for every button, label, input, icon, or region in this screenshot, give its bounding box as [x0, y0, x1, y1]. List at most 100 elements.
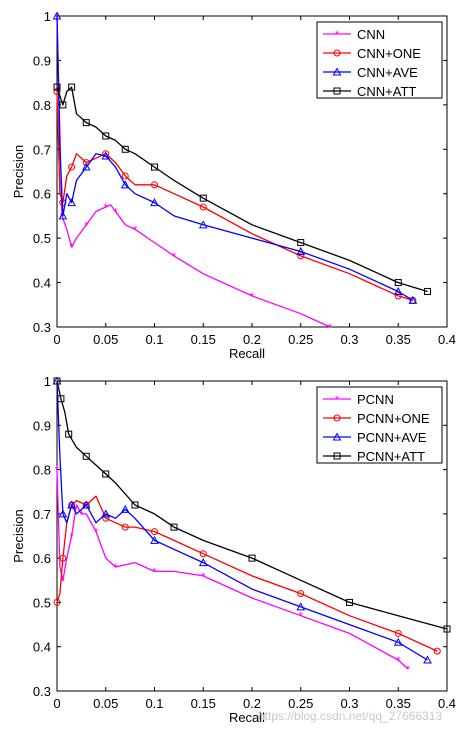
- data-point: [101, 151, 111, 160]
- y-tick-label: 0.8: [33, 463, 51, 478]
- x-tick-label: 0.4: [438, 696, 456, 711]
- legend-marker: [332, 432, 342, 441]
- legend-box: [316, 386, 443, 464]
- data-point: [120, 180, 130, 189]
- data-point: [297, 239, 305, 247]
- series-line: [56, 380, 428, 661]
- legend-label: CNN+AVE: [357, 65, 418, 80]
- legend: * CNN CNN+ONE CNN+AVE CNN+ATT: [316, 21, 443, 99]
- series-line: [56, 15, 331, 328]
- y-tick-label: 0.3: [33, 684, 51, 699]
- data-point: *: [152, 566, 157, 578]
- x-tick-label: 0.2: [243, 696, 261, 711]
- series-line: [56, 91, 414, 301]
- y-tick-label: 1: [44, 9, 51, 24]
- x-tick-label: 0.35: [386, 332, 411, 347]
- data-point: *: [69, 242, 74, 254]
- legend-marker: *: [335, 394, 340, 406]
- data-point: [433, 647, 441, 655]
- x-tick-label: 0.15: [191, 696, 216, 711]
- data-point: [53, 83, 61, 91]
- y-tick-label: 0.6: [33, 187, 51, 202]
- data-point: [199, 550, 207, 558]
- data-point: [150, 535, 159, 544]
- legend: * PCNN PCNN+ONE PCNN+AVE PCNN+ATT: [316, 386, 443, 464]
- data-point: [68, 163, 76, 171]
- data-point: [297, 590, 305, 598]
- data-point: [296, 602, 306, 611]
- x-tick-label: 0.1: [145, 696, 163, 711]
- series-line: [56, 380, 448, 630]
- series-cnn-ave: [52, 11, 418, 304]
- data-point: [199, 194, 207, 202]
- y-tick-label: 0.5: [33, 595, 51, 610]
- data-point: [394, 279, 402, 287]
- data-point: [121, 523, 129, 531]
- data-point: [198, 558, 208, 567]
- x-tick-label: 0.1: [145, 332, 163, 347]
- data-point: *: [60, 211, 65, 223]
- data-point: *: [406, 664, 411, 676]
- y-tick-label: 0.4: [33, 276, 51, 291]
- data-point: [121, 172, 129, 180]
- data-point: [57, 395, 65, 403]
- data-point: *: [69, 531, 74, 543]
- data-point: *: [84, 220, 89, 232]
- series-pcnn: * * * * * * * * * * *: [55, 465, 411, 676]
- data-point: *: [250, 291, 255, 303]
- series-line: [56, 15, 414, 301]
- x-tick-label: 0.05: [93, 696, 118, 711]
- data-point: *: [113, 206, 118, 218]
- series-cnn-att: [53, 83, 431, 295]
- y-tick-label: 0.8: [33, 98, 51, 113]
- data-point: [58, 211, 68, 220]
- series-cnn-one: [53, 88, 417, 304]
- data-point: *: [133, 224, 138, 236]
- data-point: [67, 500, 76, 509]
- data-point: *: [328, 322, 333, 334]
- series-pcnn-ave: [52, 376, 432, 664]
- data-point: [151, 181, 158, 189]
- x-tick-label: 0.3: [340, 696, 358, 711]
- x-tick-label: 0: [53, 696, 60, 711]
- chart-pcnn: 0 0.05 0.1 0.15 0.2 0.25 0.3 0.35 0.4 0.3 0.4 0.5 0.…: [11, 374, 456, 725]
- watermark-text: https://blog.csdn.net/qq_27666313: [258, 709, 443, 723]
- legend-marker: *: [335, 29, 340, 41]
- data-point: [394, 629, 402, 637]
- legend-marker: [332, 67, 342, 76]
- data-point: [346, 598, 353, 606]
- data-point: *: [299, 611, 304, 623]
- data-point: [151, 528, 158, 536]
- legend-marker: [333, 452, 341, 460]
- data-point: *: [201, 571, 206, 583]
- x-tick-label: 0.4: [438, 332, 456, 347]
- data-point: [170, 523, 178, 531]
- legend-label: PCNN+ONE: [357, 411, 430, 426]
- legend-label: CNN: [357, 27, 385, 42]
- data-point: [65, 430, 73, 438]
- x-axis-label: Recall: [229, 346, 265, 361]
- data-point: [150, 198, 159, 207]
- y-tick-label: 0.7: [33, 142, 51, 157]
- legend-label: PCNN: [357, 392, 394, 407]
- x-tick-label: 0.05: [93, 332, 118, 347]
- data-point: [394, 292, 402, 300]
- y-tick-label: 1: [44, 374, 51, 389]
- data-point: [408, 295, 418, 304]
- data-point: [198, 220, 208, 229]
- data-point: *: [396, 655, 401, 667]
- x-tick-label: 0: [53, 332, 60, 347]
- data-point: [393, 637, 403, 646]
- data-point: [248, 554, 256, 562]
- data-point: [53, 598, 61, 606]
- data-point: [199, 203, 207, 211]
- x-tick-label: 0.35: [386, 696, 411, 711]
- x-tick-label: 0.25: [288, 332, 313, 347]
- series-pcnn-att: [53, 377, 451, 633]
- data-point: *: [55, 465, 60, 477]
- legend-box: [316, 21, 443, 99]
- data-point: [102, 514, 110, 522]
- data-point: [151, 163, 158, 171]
- legend-marker: [333, 87, 341, 95]
- data-point: [297, 252, 305, 260]
